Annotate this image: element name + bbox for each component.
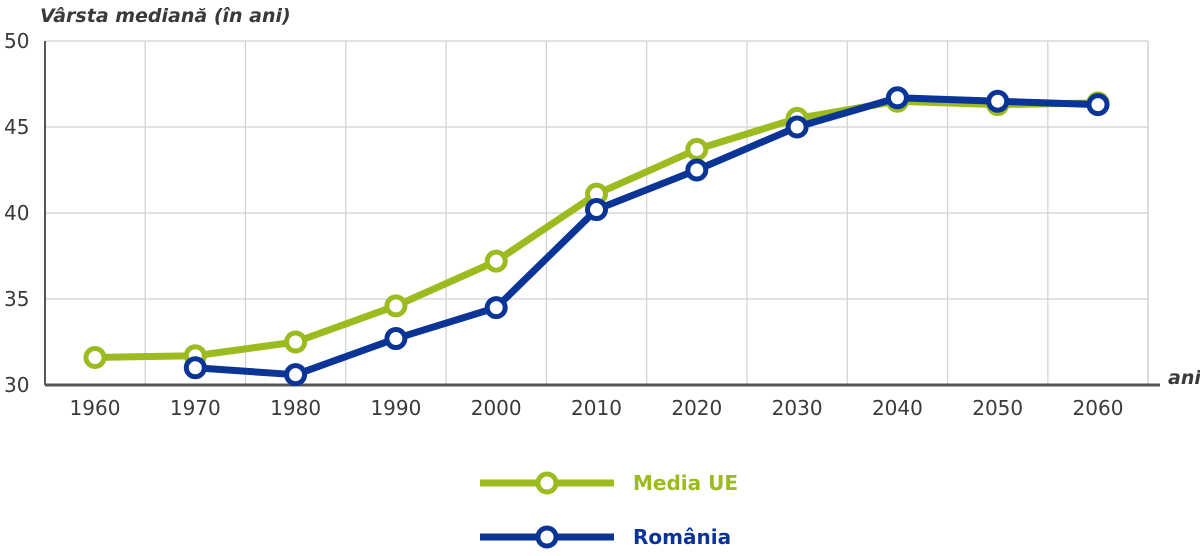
x-axis-label: ani bbox=[1168, 367, 1200, 389]
legend-swatch-marker bbox=[535, 525, 559, 549]
grid bbox=[45, 40, 1149, 386]
axes bbox=[44, 41, 1160, 387]
data-point bbox=[685, 137, 709, 161]
series-line bbox=[191, 94, 1102, 379]
x-tick-label: 2020 bbox=[671, 396, 722, 420]
x-tick-label: 2040 bbox=[872, 396, 923, 420]
legend-label: Media UE bbox=[633, 471, 738, 495]
y-tick-label: 40 bbox=[4, 201, 29, 225]
x-tick-label: 1960 bbox=[70, 396, 121, 420]
data-point bbox=[284, 330, 308, 354]
series-1 bbox=[83, 89, 1110, 369]
x-tick-label: 1990 bbox=[370, 396, 421, 420]
y-tick-label: 45 bbox=[4, 115, 29, 139]
x-tick-label: 2000 bbox=[471, 396, 522, 420]
y-tick-label: 30 bbox=[4, 373, 29, 397]
data-point bbox=[384, 294, 408, 318]
series-2 bbox=[183, 86, 1110, 387]
data-point bbox=[885, 86, 909, 110]
x-tick-labels: 1960 1970 1980 1990 2000 2010 2020 2030 2040 2050… bbox=[70, 396, 1124, 420]
data-point bbox=[484, 249, 508, 273]
legend-item: România bbox=[480, 525, 731, 549]
data-point bbox=[284, 363, 308, 387]
legend-label: România bbox=[633, 525, 731, 549]
y-axis-label: Vârsta mediană (în ani) bbox=[40, 5, 291, 27]
data-point bbox=[685, 158, 709, 182]
data-point bbox=[585, 198, 608, 222]
data-point bbox=[384, 327, 408, 351]
data-point bbox=[785, 115, 809, 139]
data-point bbox=[83, 345, 107, 369]
x-tick-label: 1980 bbox=[270, 396, 321, 420]
x-tick-label: 2050 bbox=[972, 396, 1023, 420]
x-tick-label: 2010 bbox=[571, 396, 622, 420]
y-tick-labels: 30 35 40 45 50 bbox=[4, 29, 29, 397]
data-point bbox=[484, 296, 508, 320]
x-tick-label: 2030 bbox=[772, 396, 823, 420]
x-tick-label: 1970 bbox=[170, 396, 221, 420]
x-tick-label: 2060 bbox=[1073, 396, 1124, 420]
y-tick-label: 50 bbox=[4, 29, 29, 53]
data-point bbox=[183, 356, 207, 380]
legend-swatch-marker bbox=[535, 471, 559, 495]
legend: Media UE România bbox=[480, 471, 738, 549]
legend-item: Media UE bbox=[480, 471, 738, 495]
series-layer bbox=[83, 86, 1110, 387]
y-tick-label: 35 bbox=[4, 287, 29, 311]
data-point bbox=[986, 89, 1010, 113]
data-point bbox=[1086, 93, 1110, 117]
